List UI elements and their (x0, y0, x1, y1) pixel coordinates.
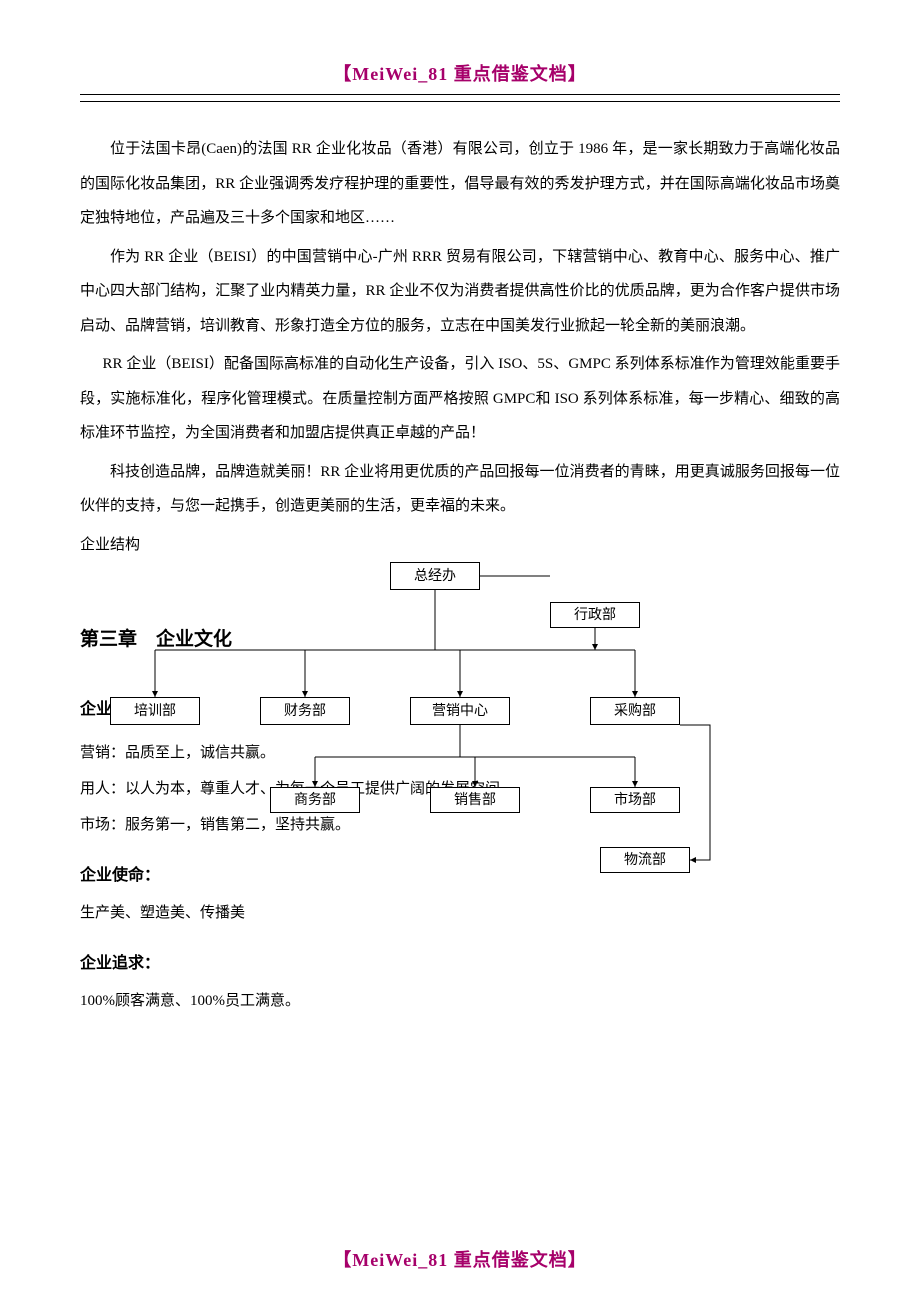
mission-text: 生产美、塑造美、传播美 (80, 895, 840, 931)
culture-market: 市场：服务第一，销售第二，坚持共赢。 (80, 807, 840, 843)
paragraph-4: 科技创造品牌，品牌造就美丽！RR 企业将用更优质的产品回报每一位消费者的青睐，用… (80, 455, 840, 524)
culture-hr: 用人：以人为本，尊重人才、为每一个员工提供广阔的发展空间。 (80, 771, 840, 807)
org-structure-label: 企业结构 (80, 528, 840, 563)
paragraph-2: 作为 RR 企业（BEISI）的中国营销中心-广州 RRR 贸易有限公司，下辖营… (80, 240, 840, 344)
page: 【MeiWei_81 重点借鉴文档】 位于法国卡昂(Caen)的法国 RR 企业… (0, 0, 920, 1302)
page-header: 【MeiWei_81 重点借鉴文档】 (80, 60, 840, 95)
pursuit-text: 100%顾客满意、100%员工满意。 (80, 983, 840, 1019)
header-rule (80, 101, 840, 102)
page-footer: 【MeiWei_81 重点借鉴文档】 (0, 1246, 920, 1272)
pursuit-title: 企业追求： (80, 949, 840, 973)
paragraph-3: RR 企业（BEISI）配备国际高标准的自动化生产设备，引入 ISO、5S、GM… (80, 347, 840, 451)
culture-marketing: 营销：品质至上，诚信共赢。 (80, 735, 840, 771)
paragraph-1: 位于法国卡昂(Caen)的法国 RR 企业化妆品（香港）有限公司，创立于 198… (80, 132, 840, 236)
mission-title: 企业使命： (80, 861, 840, 885)
enterprise-heading: 企业 (80, 695, 840, 719)
chapter-title: 第三章 企业文化 (80, 624, 840, 651)
